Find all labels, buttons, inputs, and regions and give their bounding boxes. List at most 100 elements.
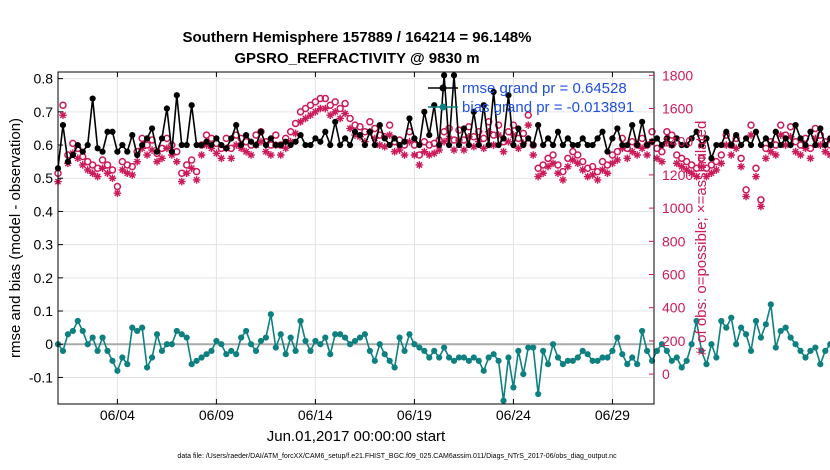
legend-bias-label: bias grand pr = -0.013891 [462, 99, 634, 116]
bias-point [247, 341, 255, 348]
right-y-axis-ticks: 0 200 400 600 800 1000 1200 1400 1600 1800 [649, 67, 693, 382]
bias-point [312, 337, 319, 345]
rmse-point [99, 148, 106, 155]
y-tick-label: 0.7 [34, 104, 54, 120]
obs-assimilated-point [217, 154, 226, 163]
bias-point [460, 354, 468, 361]
rmse-point [485, 141, 492, 149]
y-tick-label: 0.1 [34, 303, 54, 319]
rmse-point [782, 135, 789, 142]
chart-title-line1: Southern Hemisphere 157889 / 164214 = 96… [183, 29, 532, 46]
bias-point [376, 341, 383, 348]
obs-assimilated-point [371, 134, 379, 143]
rmse-point [777, 141, 784, 149]
bias-point [643, 347, 651, 354]
obs-assimilated-point [771, 151, 780, 159]
rmse-point [233, 122, 240, 129]
obs-assimilated-point [237, 144, 245, 153]
obs-assimilated-point [93, 172, 102, 181]
rmse-point [718, 141, 725, 149]
obs-assimilated-point [677, 162, 686, 171]
bias-point [708, 341, 715, 348]
bias-point [89, 334, 96, 341]
rmse-point [500, 135, 507, 142]
obs-possible-point [757, 196, 765, 204]
bias-point [639, 327, 646, 335]
rmse-point [69, 151, 76, 159]
obs-possible-point [88, 161, 97, 169]
rmse-point [574, 141, 581, 149]
bias-point [426, 354, 433, 361]
rmse-point [535, 122, 542, 129]
rmse-point [480, 102, 487, 109]
bias-point [673, 354, 680, 361]
obs-assimilated-point [128, 171, 137, 179]
rmse-point [569, 141, 576, 149]
obs-possible-point [544, 154, 552, 163]
bias-point [193, 357, 200, 364]
obs-assimilated-point [737, 162, 745, 171]
rmse-point [421, 108, 428, 115]
obs-assimilated-point [653, 154, 661, 163]
rmse-point [599, 128, 606, 135]
rmse-point [762, 135, 769, 142]
bias-point [282, 351, 289, 358]
rmse-point [89, 95, 96, 102]
rmse-point [525, 135, 532, 142]
obs-assimilated-point [717, 159, 726, 168]
obs-possible-point [737, 154, 745, 163]
obs-assimilated-point [232, 141, 241, 149]
obs-assimilated-point [801, 144, 810, 153]
bias-point [535, 390, 542, 398]
obs-assimilated-point [702, 172, 711, 181]
rmse-point [327, 141, 334, 149]
rmse-point [663, 135, 670, 142]
y-tick-label: 0.3 [34, 237, 54, 253]
obs-assimilated-point [687, 169, 696, 178]
rmse-point [59, 122, 67, 129]
obs-possible-point [549, 151, 557, 159]
obs-possible-point [371, 124, 379, 133]
bias-point [297, 317, 304, 325]
obs-possible-point [202, 131, 211, 139]
y-tick-label: 0.4 [34, 203, 54, 219]
obs-assimilated-point [479, 144, 488, 153]
obs-assimilated-point [133, 157, 142, 166]
obs-assimilated-point [257, 137, 265, 146]
rmse-point [802, 141, 809, 149]
rmse-point [223, 145, 230, 152]
rmse-point [792, 122, 799, 129]
obs-assimilated-point [182, 169, 191, 178]
bias-point [540, 347, 547, 354]
right-y-tick-label: 400 [662, 300, 686, 316]
y-tick-label: 0.5 [34, 170, 54, 186]
bias-point [733, 341, 740, 348]
x-tick-label: 06/14 [298, 407, 333, 423]
rmse-point [584, 141, 591, 149]
bias-point [173, 327, 180, 335]
obs-assimilated-point [752, 172, 760, 181]
obs-possible-point [608, 151, 617, 159]
obs-assimilated-point [682, 166, 691, 174]
obs-assimilated-point [173, 157, 181, 166]
obs-assimilated-point [554, 169, 562, 178]
obs-possible-point [613, 147, 622, 156]
bias-point [371, 357, 378, 364]
rmse-point [673, 135, 680, 142]
bias-point [455, 354, 463, 361]
bias-point [178, 331, 185, 338]
bias-point [342, 334, 349, 341]
obs-assimilated-point [351, 131, 359, 139]
rmse-point [391, 135, 398, 142]
obs-assimilated-point [430, 149, 439, 158]
rmse-point [698, 141, 705, 149]
rmse-point [287, 141, 294, 149]
obs-assimilated-point [346, 124, 354, 133]
bias-point [243, 327, 250, 335]
bias-point [728, 314, 735, 321]
x-axis-label: Jun.01,2017 00:00:00 start [267, 428, 446, 445]
obs-assimilated-point [628, 147, 637, 156]
obs-assimilated-point [613, 156, 622, 164]
bias-point [218, 341, 225, 348]
rmse-point [243, 131, 250, 139]
